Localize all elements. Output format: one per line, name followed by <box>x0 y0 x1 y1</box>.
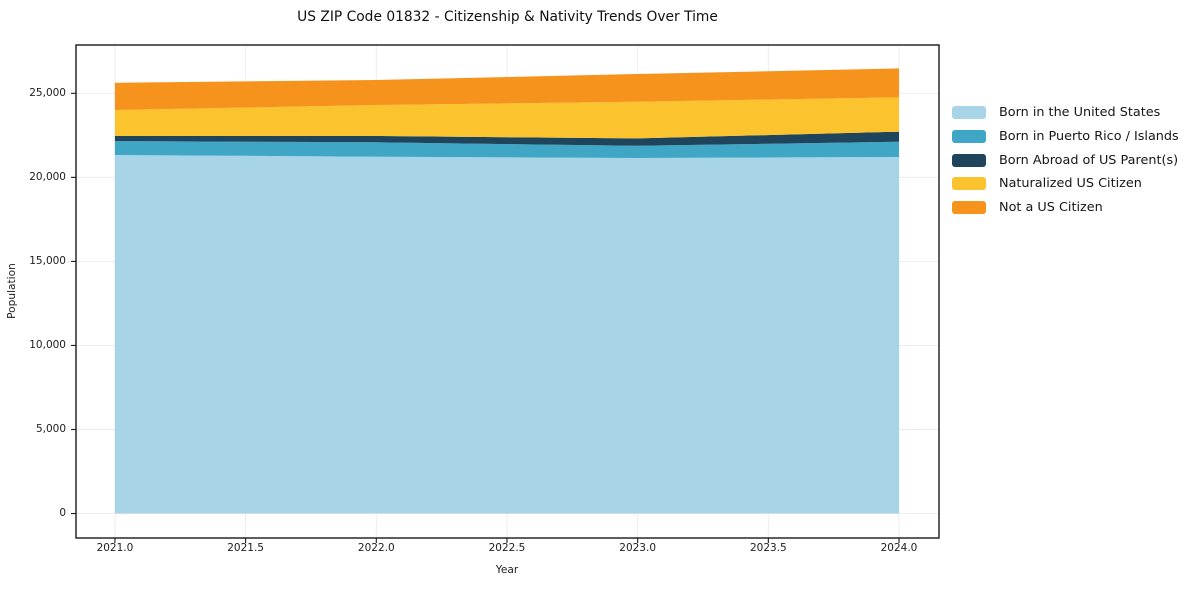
legend: Born in the United States Born in Puerto… <box>952 101 1179 219</box>
y-tick-label: 5,000 <box>35 422 66 435</box>
x-tick-label: 2022.5 <box>488 542 526 554</box>
legend-label: Not a US Citizen <box>999 200 1103 216</box>
x-tick-label: 2023.0 <box>619 542 657 554</box>
y-tick-label: 15,000 <box>29 254 66 267</box>
legend-swatch <box>952 177 986 191</box>
legend-swatch <box>952 130 986 144</box>
legend-item: Born in the United States <box>952 101 1179 125</box>
y-tick-label: 0 <box>59 507 66 520</box>
y-tick-label: 10,000 <box>29 338 66 351</box>
legend-swatch <box>952 153 986 167</box>
legend-item: Not a US Citizen <box>952 196 1179 220</box>
y-tick-label: 20,000 <box>29 170 66 183</box>
legend-item: Born in Puerto Rico / Islands <box>952 125 1179 149</box>
legend-label: Born Abroad of US Parent(s) <box>999 152 1179 168</box>
legend-label: Born in the United States <box>999 105 1161 121</box>
legend-item: Born Abroad of US Parent(s) <box>952 148 1179 172</box>
legend-swatch <box>952 201 986 215</box>
x-tick-label: 2024.0 <box>880 542 918 554</box>
x-tick-label: 2021.5 <box>227 542 264 554</box>
y-tick-label: 25,000 <box>29 86 66 99</box>
legend-swatch <box>952 106 986 120</box>
x-tick-label: 2022.0 <box>357 542 395 554</box>
chart-title: US ZIP Code 01832 - Citizenship & Nativi… <box>297 9 718 25</box>
legend-label: Naturalized US Citizen <box>999 176 1142 192</box>
legend-item: Naturalized US Citizen <box>952 172 1179 196</box>
x-axis-label: Year <box>495 564 519 576</box>
x-tick-label: 2021.0 <box>96 542 134 554</box>
x-tick-label: 2023.5 <box>749 542 787 554</box>
legend-label: Born in Puerto Rico / Islands <box>999 129 1179 145</box>
